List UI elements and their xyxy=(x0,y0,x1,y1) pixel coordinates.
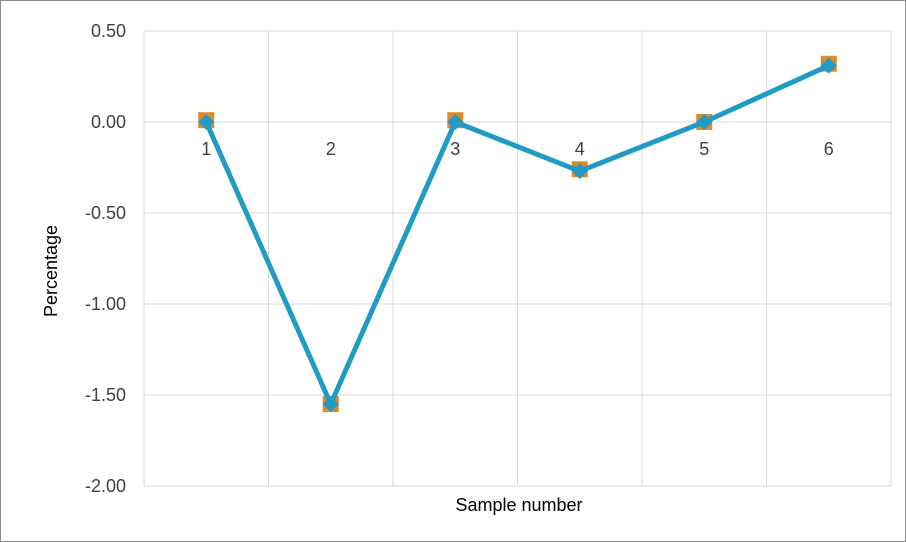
data-point-diamond xyxy=(198,114,215,130)
x-tick-label: 4 xyxy=(575,139,585,159)
y-axis-ticks: 0.50 0.00 -0.50 -1.00 -1.50 -2.00 xyxy=(85,21,126,496)
gridlines xyxy=(143,30,892,487)
series-line xyxy=(203,63,830,407)
data-point-diamond xyxy=(571,163,588,180)
series-2 xyxy=(198,57,837,413)
x-axis-ticks: 1 2 3 4 5 6 xyxy=(201,139,834,159)
data-point-diamond xyxy=(696,114,713,130)
y-axis-title: Percentage xyxy=(41,225,61,317)
x-tick-label: 1 xyxy=(201,139,211,159)
y-tick-label: -1.00 xyxy=(85,294,126,314)
x-tick-label: 6 xyxy=(824,139,834,159)
y-tick-label: 0.00 xyxy=(91,112,126,132)
x-tick-label: 5 xyxy=(699,139,709,159)
x-axis-title: Sample number xyxy=(455,495,582,515)
data-point-diamond xyxy=(820,57,837,74)
series-group xyxy=(198,55,837,413)
y-tick-label: -1.50 xyxy=(85,385,126,405)
y-tick-label: -2.00 xyxy=(85,476,126,496)
y-tick-label: 0.50 xyxy=(91,21,126,41)
data-point-diamond xyxy=(447,114,464,130)
x-tick-label: 3 xyxy=(450,139,460,159)
x-tick-label: 2 xyxy=(326,139,336,159)
data-point-diamond xyxy=(322,396,339,413)
y-tick-label: -0.50 xyxy=(85,203,126,223)
